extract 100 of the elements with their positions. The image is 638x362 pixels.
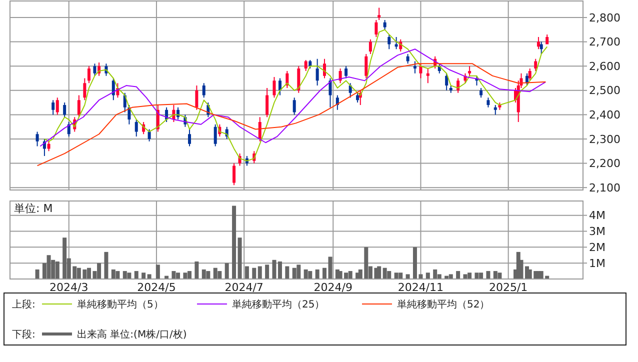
candlestick xyxy=(388,34,391,50)
bar xyxy=(387,271,392,279)
candlestick xyxy=(93,64,96,76)
x-tick-label: 2024/3 xyxy=(50,281,88,294)
bar xyxy=(172,271,176,279)
candlestick xyxy=(323,58,326,78)
bar xyxy=(308,271,312,279)
candlestick xyxy=(36,132,39,146)
bar xyxy=(218,271,222,279)
candlestick xyxy=(413,61,416,74)
y-tick-label: 2,800 xyxy=(589,11,620,24)
y-tick-label: 2,700 xyxy=(589,36,620,49)
annotation: 単位: M xyxy=(14,202,53,215)
bar xyxy=(122,271,127,279)
candlestick xyxy=(87,66,90,84)
candlestick xyxy=(486,98,490,108)
bar xyxy=(104,252,108,279)
candlestick xyxy=(292,98,296,115)
bar xyxy=(382,268,387,279)
candlestick xyxy=(148,129,151,142)
bar xyxy=(183,272,188,279)
bar xyxy=(111,269,116,279)
legend-label: 単純移動平均（25） xyxy=(232,298,325,310)
bar xyxy=(127,272,132,279)
candlestick xyxy=(47,141,50,152)
bar xyxy=(116,271,120,279)
bar xyxy=(278,261,282,279)
candlestick xyxy=(316,58,319,86)
candlestick xyxy=(394,36,398,50)
candlestick xyxy=(536,36,540,50)
candlestick xyxy=(297,66,300,93)
bar xyxy=(258,266,262,279)
bar xyxy=(265,264,270,279)
candlestick xyxy=(426,68,430,84)
bar xyxy=(377,266,382,279)
candlestick xyxy=(364,54,368,78)
bar xyxy=(252,268,256,279)
text: 上段: xyxy=(12,298,36,310)
candlestick xyxy=(378,8,381,20)
bar xyxy=(272,260,276,279)
bar xyxy=(232,206,236,279)
bar xyxy=(238,238,242,279)
y-tick-label: 2M xyxy=(589,241,606,254)
bar xyxy=(406,274,410,279)
bar xyxy=(292,268,296,279)
bar xyxy=(456,271,460,279)
candlestick xyxy=(328,78,332,108)
candlestick xyxy=(77,95,80,118)
candlestick xyxy=(232,163,236,186)
bar xyxy=(224,263,229,279)
candlestick xyxy=(445,73,448,90)
x-tick-label: 2024/5 xyxy=(137,281,176,294)
bar xyxy=(315,269,320,279)
bar xyxy=(142,272,146,279)
candlestick xyxy=(383,20,386,30)
text: 下段: xyxy=(12,328,36,340)
y-tick-label: 1M xyxy=(589,256,606,270)
y-tick-label: 4M xyxy=(589,209,606,222)
candlestick xyxy=(134,120,138,137)
bar xyxy=(244,266,249,279)
legend-label: 出来高 単位:(M株/口/枚) xyxy=(77,328,187,340)
candlestick xyxy=(528,68,532,81)
candlestick xyxy=(278,78,282,96)
bar xyxy=(448,274,453,279)
y-tick-label: 2,300 xyxy=(589,132,620,146)
bar xyxy=(433,269,438,279)
bar xyxy=(394,272,398,279)
bar xyxy=(463,274,468,279)
y-tick-label: 3M xyxy=(589,225,606,238)
y-tick-label: 2,500 xyxy=(589,84,620,98)
candlestick xyxy=(449,86,452,93)
candlestick xyxy=(56,98,59,115)
candlestick xyxy=(266,88,269,118)
y-tick-label: 2,600 xyxy=(589,60,620,73)
bar xyxy=(493,271,498,279)
legend-label: 単純移動平均（52） xyxy=(397,298,490,310)
bar xyxy=(486,271,490,279)
y-tick-label: 2,100 xyxy=(589,181,620,194)
candlestick xyxy=(188,129,192,146)
bar xyxy=(62,238,67,279)
y-tick-label: 2,200 xyxy=(589,157,620,170)
bar xyxy=(398,272,403,279)
candlestick xyxy=(534,58,538,71)
legend-label: 単純移動平均（5） xyxy=(77,298,164,310)
candlestick xyxy=(202,83,206,98)
bar xyxy=(134,271,138,279)
candlestick xyxy=(374,20,378,37)
bar xyxy=(156,264,160,279)
candlestick xyxy=(494,104,497,115)
bar xyxy=(498,272,502,279)
candlestick xyxy=(258,117,262,142)
candlestick xyxy=(540,42,543,54)
bar xyxy=(147,274,152,279)
candlestick xyxy=(480,88,483,98)
candlestick xyxy=(468,66,472,76)
bar xyxy=(35,269,40,279)
bar xyxy=(304,269,308,279)
bar xyxy=(296,264,301,279)
bar xyxy=(426,272,430,279)
bar xyxy=(213,268,218,279)
